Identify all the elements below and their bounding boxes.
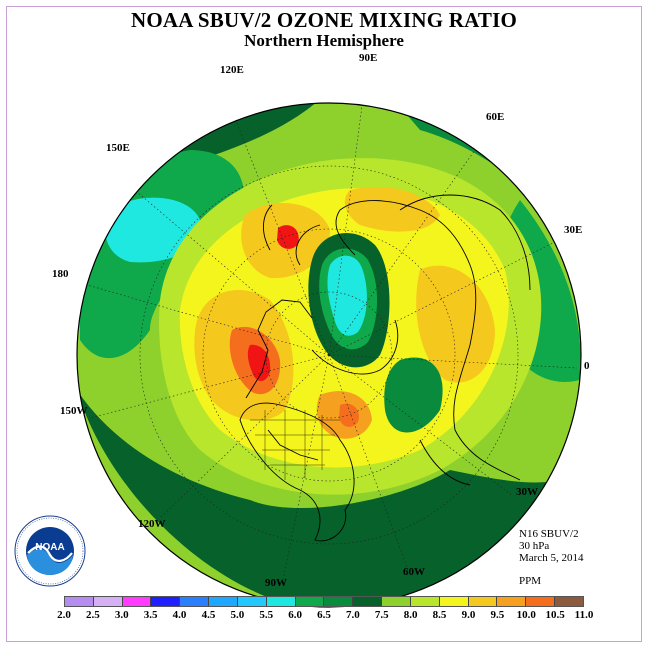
field-cyan-low [105,197,201,263]
field-orange-top [344,186,440,232]
lon-label-30e: 30E [564,224,583,236]
color-scale-tick: 5.5 [259,609,274,621]
color-scale-tick: 2.0 [57,609,71,621]
color-scale-tick: 7.5 [374,609,389,621]
color-scale-cell [151,597,181,606]
color-scale-tick: 6.5 [317,609,331,621]
color-scale-tick: 10.5 [545,609,565,621]
color-scale-tick: 11.0 [574,609,594,621]
field-outer-dark-ne [390,103,575,230]
svg-text:NOAA: NOAA [35,542,64,553]
lon-label-120e: 120E [220,64,244,76]
color-scale-cell [410,597,440,606]
chart-title: NOAA SBUV/2 OZONE MIXING RATIO [131,8,517,32]
field-red-sw [339,403,359,427]
color-scale-tick: 2.5 [86,609,100,621]
color-scale-tick: 10.0 [516,609,536,621]
chart-subtitle: Northern Hemisphere [244,31,404,50]
color-scale-cell [439,597,469,606]
lon-label-150e: 150E [106,142,130,154]
color-scale-cell [266,597,296,606]
color-scale-cell [382,597,411,606]
color-scale-cell [497,597,527,606]
state-borders [250,410,340,480]
figure-frame [6,6,642,642]
color-scale-tick: 9.5 [490,609,505,621]
color-scale-cell [209,597,238,606]
noaa-logo-icon: NOAA [14,515,86,587]
graticule [77,105,578,581]
lon-label-180: 180 [52,268,69,280]
color-scale-cell [93,597,123,606]
lon-label-30w: 30W [516,486,538,498]
color-scale-cell [555,597,583,606]
units-label: PPM [519,575,542,587]
field-green-se [384,357,443,433]
color-scale-tick: 6.0 [288,609,302,621]
pressure-level-label: 30 hPa [519,540,550,552]
coastlines [239,194,531,542]
color-scale-tick: 8.5 [432,609,447,621]
color-scale-cell [122,597,152,606]
color-scale-cell [295,597,325,606]
lon-label-150w: 150W [60,405,88,417]
color-scale-cell [65,597,94,606]
color-scale-cell [324,597,354,606]
instrument-label: N16 SBUV/2 [519,528,579,540]
lon-label-0: 0 [584,360,590,372]
color-scale-tick: 9.0 [461,609,476,621]
color-scale-tick: 4.0 [172,609,187,621]
map-boundary [76,102,582,608]
color-scale-bar [64,596,584,607]
color-scale-tick: 7.0 [346,609,360,621]
color-scale-tick: 8.0 [403,609,418,621]
date-label: March 5, 2014 [519,552,584,564]
lon-label-60e: 60E [486,111,505,123]
color-scale-cell [237,597,267,606]
color-scale-cell [180,597,210,606]
color-scale-cell [526,597,556,606]
lon-label-90e: 90E [359,52,378,64]
field-red-west-core [247,344,271,381]
lon-label-60w: 60W [403,566,425,578]
color-scale-tick: 4.5 [201,609,216,621]
color-scale-tick: 5.0 [230,609,245,621]
color-scale-cell [353,597,383,606]
lon-label-90w: 90W [265,577,287,589]
color-scale-cell [468,597,498,606]
color-scale-tick: 3.5 [143,609,158,621]
field-outer-dark-south [77,390,581,607]
color-scale-tick: 3.0 [114,609,129,621]
lon-label-120w: 120W [138,518,166,530]
field-red-north [277,225,299,249]
